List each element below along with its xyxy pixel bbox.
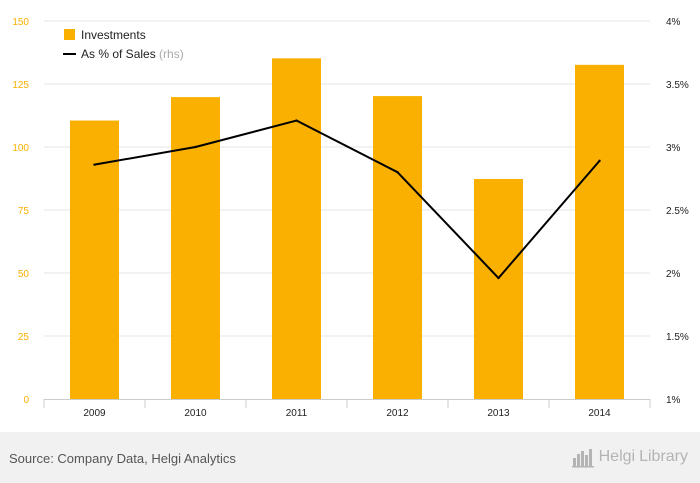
brand-name-suffix: Library bbox=[639, 448, 688, 465]
bar bbox=[70, 120, 119, 399]
helgi-library-logo-icon bbox=[571, 449, 594, 468]
legend-label-sales-pct: As % of Sales (rhs) bbox=[81, 47, 184, 61]
y-right-tick-label: 1% bbox=[666, 395, 681, 406]
x-tick-label: 2011 bbox=[286, 408, 308, 419]
x-tick-label: 2014 bbox=[588, 408, 611, 419]
legend-label-investments: Investments bbox=[81, 28, 146, 42]
legend-label-suffix: (rhs) bbox=[159, 47, 184, 61]
y-right-tick-label: 2.5% bbox=[666, 206, 689, 217]
x-tick-label: 2012 bbox=[386, 408, 409, 419]
y-right-tick-label: 3.5% bbox=[666, 80, 689, 91]
brand-logo: Helgi Library bbox=[571, 446, 688, 468]
y-left-tick-label: 50 bbox=[18, 269, 30, 280]
bar bbox=[575, 64, 624, 400]
y-right-tick-label: 4% bbox=[666, 17, 681, 28]
legend-swatch-investments bbox=[64, 29, 75, 40]
footer: Source: Company Data, Helgi Analytics He… bbox=[0, 432, 700, 483]
y-left-tick-label: 100 bbox=[12, 143, 29, 154]
line-point bbox=[497, 276, 500, 280]
source-note: Source: Company Data, Helgi Analytics bbox=[9, 451, 236, 466]
line-series-path bbox=[94, 119, 601, 280]
bar bbox=[373, 96, 422, 399]
y-left-tick-label: 25 bbox=[18, 332, 30, 343]
x-tick-label: 2010 bbox=[184, 408, 207, 419]
legend: Investments As % of Sales (rhs) bbox=[63, 28, 184, 61]
line-point bbox=[598, 159, 601, 163]
y-left-tick-label: 150 bbox=[12, 17, 29, 28]
line-point bbox=[93, 163, 96, 166]
brand-name-prefix: Helgi bbox=[598, 448, 636, 465]
line-series bbox=[93, 119, 601, 280]
line-point bbox=[295, 119, 298, 122]
bar bbox=[474, 179, 523, 399]
line-point bbox=[194, 145, 197, 149]
y-left-tick-label: 0 bbox=[23, 395, 29, 406]
line-point bbox=[396, 171, 399, 174]
grid bbox=[44, 20, 650, 337]
y-right-tick-label: 1.5% bbox=[666, 332, 689, 343]
bar bbox=[272, 58, 321, 400]
y-right-tick-label: 2% bbox=[666, 269, 681, 280]
axes: 0 25 50 75 100 125 150 1% 1.5% 2% 2.5% 3% 3.5% 4% 2009… bbox=[12, 17, 689, 419]
x-tick-label: 2013 bbox=[487, 408, 510, 419]
y-right-tick-label: 3% bbox=[666, 143, 681, 154]
y-left-tick-label: 75 bbox=[18, 206, 30, 217]
x-tick-label: 2009 bbox=[83, 408, 106, 419]
y-left-tick-label: 125 bbox=[12, 80, 29, 91]
